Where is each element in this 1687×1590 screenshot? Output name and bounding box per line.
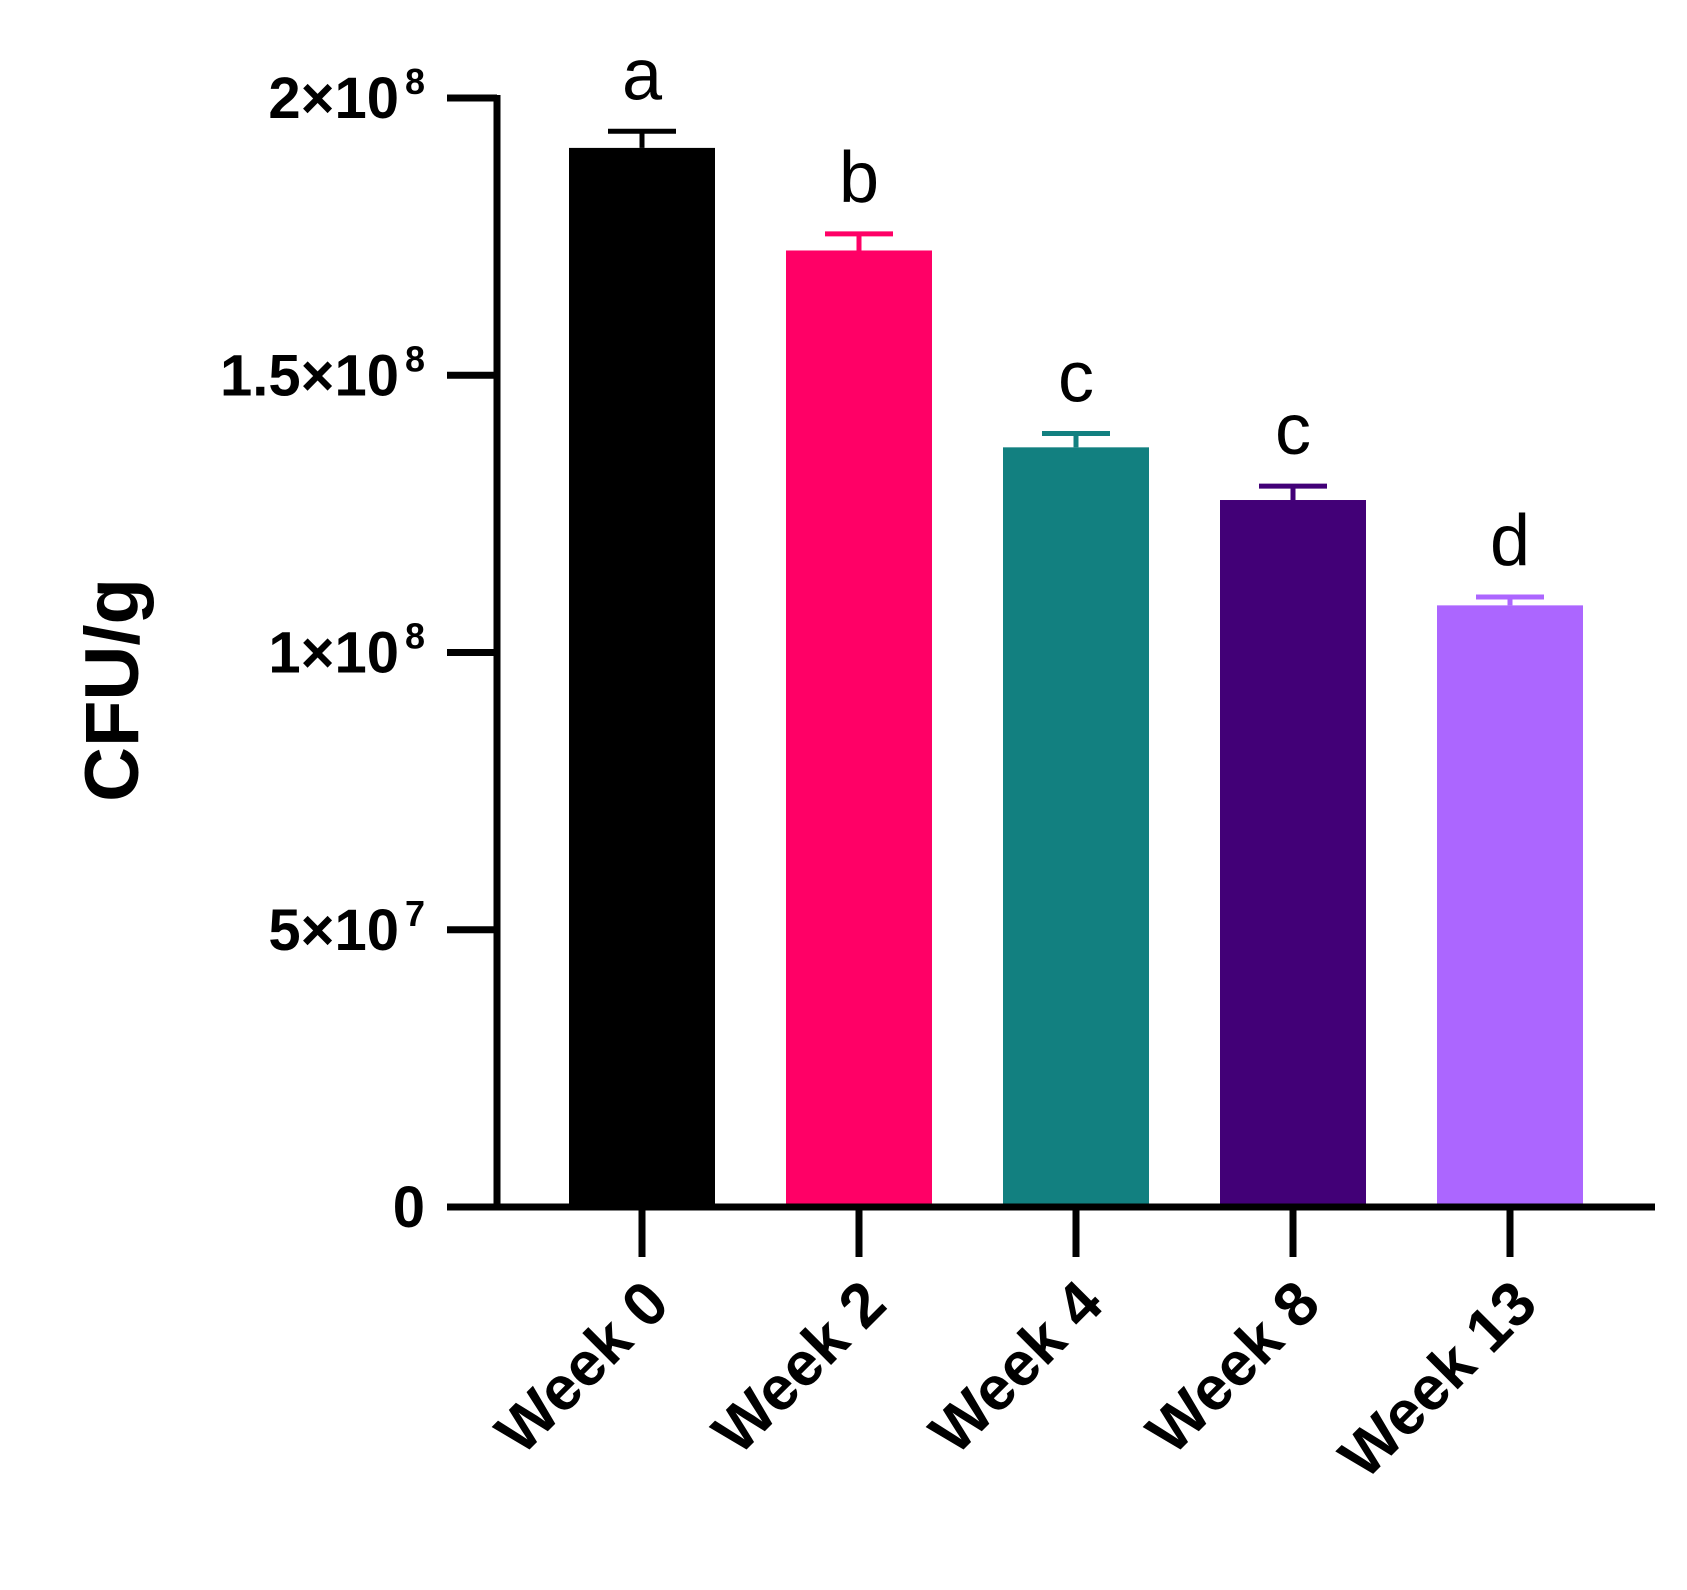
significance-letter: b: [839, 138, 879, 218]
bars: [569, 147, 1583, 1208]
error-bars: [608, 128, 1544, 606]
bar: [1437, 605, 1583, 1207]
y-tick-label: 2×10 8: [268, 61, 425, 131]
x-tick-label-group: Week 0: [483, 1268, 682, 1467]
y-axis-ticks: 2×10 8 1.5×10 8 1×10 8 5×10 7 0: [220, 61, 497, 1240]
x-tick-label: Week 4: [917, 1268, 1116, 1467]
bar: [786, 250, 932, 1208]
bar: [1003, 447, 1149, 1208]
x-tick-label-group: Week 4: [917, 1268, 1116, 1467]
y-tick-label: 1×10 8: [268, 616, 425, 686]
y-axis-title-group: CFU/g: [70, 578, 155, 802]
significance-letter: c: [1275, 390, 1311, 470]
significance-letter: a: [622, 35, 663, 115]
significance-letter: d: [1490, 501, 1530, 581]
significance-letter: c: [1058, 337, 1094, 417]
x-tick-label: Week 8: [1134, 1268, 1333, 1467]
bar: [1220, 500, 1366, 1207]
y-tick-label: 1.5×10 8: [220, 338, 425, 408]
significance-letters: a b c c d: [622, 35, 1530, 581]
y-axis-title: CFU/g: [70, 578, 155, 802]
x-tick-label: Week 2: [700, 1268, 899, 1467]
y-tick-label: 0: [393, 1175, 425, 1240]
bar: [569, 147, 715, 1207]
x-tick-label: Week 0: [483, 1268, 682, 1467]
y-tick-label: 5×10 7: [268, 893, 425, 963]
x-tick-label: Week 13: [1326, 1268, 1549, 1491]
x-tick-label-group: Week 8: [1134, 1268, 1333, 1467]
x-tick-label-group: Week 13: [1326, 1268, 1549, 1491]
x-tick-label-group: Week 2: [700, 1268, 899, 1467]
